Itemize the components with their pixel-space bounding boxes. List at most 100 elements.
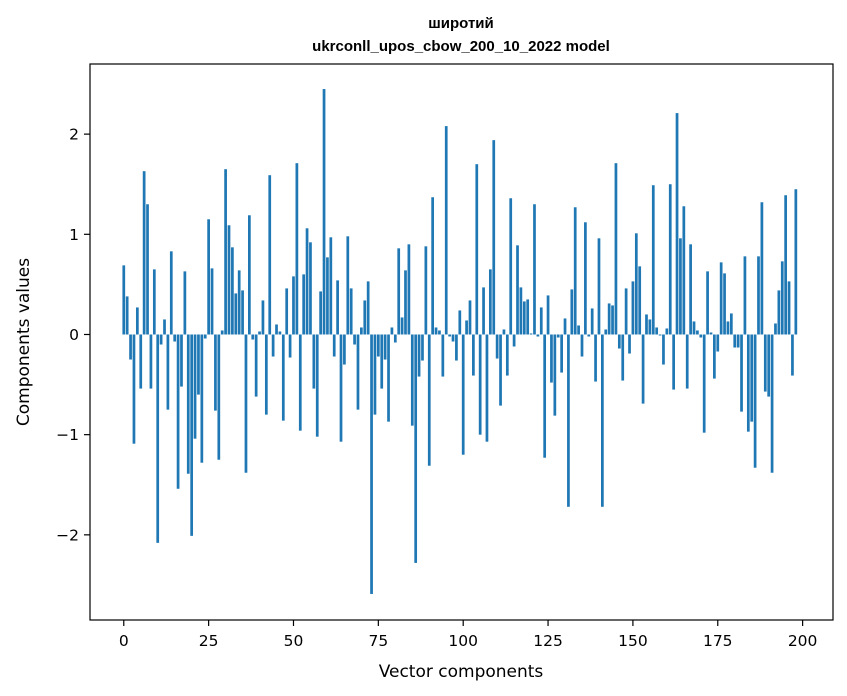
bar-component-70 bbox=[360, 327, 363, 335]
bar-component-50 bbox=[292, 276, 295, 335]
bar-component-121 bbox=[533, 204, 536, 335]
y-tick-label--1: −1 bbox=[56, 426, 79, 444]
bar-component-142 bbox=[604, 329, 608, 335]
bar-component-8 bbox=[149, 334, 153, 389]
bar-component-42 bbox=[264, 334, 268, 415]
bar-component-86 bbox=[414, 334, 418, 563]
bar-component-49 bbox=[288, 334, 292, 358]
bar-component-51 bbox=[295, 163, 299, 335]
bar-component-13 bbox=[166, 334, 170, 410]
bar-component-173 bbox=[709, 332, 713, 335]
bar-component-164 bbox=[679, 238, 682, 335]
bar-component-34 bbox=[237, 270, 241, 335]
bar-component-91 bbox=[431, 197, 435, 335]
bar-component-156 bbox=[651, 185, 655, 335]
bar-component-68 bbox=[353, 334, 356, 345]
bar-component-158 bbox=[658, 334, 662, 336]
bar-series bbox=[122, 89, 798, 594]
bar-component-197 bbox=[791, 334, 794, 376]
bar-component-48 bbox=[285, 288, 289, 335]
bar-component-102 bbox=[468, 300, 472, 335]
bar-component-148 bbox=[624, 288, 628, 335]
x-tick-label-75: 75 bbox=[368, 632, 388, 650]
bar-component-81 bbox=[397, 248, 401, 335]
bar-component-16 bbox=[176, 334, 180, 489]
bar-component-83 bbox=[404, 270, 407, 335]
x-tick-label-125: 125 bbox=[533, 632, 563, 650]
bar-component-0 bbox=[122, 265, 126, 335]
bar-component-160 bbox=[665, 328, 669, 335]
bar-component-75 bbox=[376, 334, 380, 357]
bar-component-118 bbox=[522, 301, 526, 335]
bar-component-6 bbox=[142, 171, 146, 335]
bar-component-93 bbox=[438, 330, 441, 335]
bar-component-104 bbox=[475, 164, 479, 335]
bar-component-137 bbox=[587, 334, 591, 337]
bar-component-190 bbox=[767, 334, 771, 397]
bar-component-159 bbox=[662, 334, 665, 365]
bar-component-19 bbox=[186, 334, 190, 474]
bar-component-76 bbox=[380, 334, 384, 389]
bar-component-169 bbox=[696, 330, 699, 335]
bar-component-45 bbox=[275, 324, 278, 335]
bar-component-57 bbox=[315, 334, 319, 437]
bar-component-162 bbox=[672, 334, 675, 390]
bar-component-165 bbox=[682, 206, 686, 335]
bar-component-179 bbox=[729, 313, 733, 335]
bar-component-140 bbox=[597, 238, 601, 335]
y-tick-label-1: 1 bbox=[69, 226, 79, 244]
bar-component-101 bbox=[465, 320, 468, 335]
bar-component-166 bbox=[685, 334, 689, 389]
bar-component-55 bbox=[309, 242, 312, 335]
bar-component-112 bbox=[502, 329, 506, 335]
bar-component-135 bbox=[580, 334, 584, 357]
bar-component-174 bbox=[713, 334, 716, 379]
bar-component-2 bbox=[129, 334, 132, 360]
bar-component-172 bbox=[706, 271, 709, 335]
bar-component-189 bbox=[763, 334, 767, 392]
bar-component-145 bbox=[614, 163, 618, 335]
bar-component-188 bbox=[760, 202, 764, 335]
chart-title-line-2: ukrconll_upos_cbow_200_10_2022 model bbox=[312, 38, 610, 55]
bar-component-67 bbox=[349, 288, 353, 335]
bar-component-74 bbox=[373, 334, 377, 415]
bar-component-153 bbox=[641, 334, 645, 404]
bar-component-136 bbox=[584, 222, 587, 335]
bar-component-32 bbox=[231, 247, 234, 335]
bar-component-79 bbox=[390, 327, 394, 335]
bar-component-85 bbox=[410, 334, 414, 426]
bar-component-131 bbox=[567, 334, 570, 507]
bar-component-147 bbox=[621, 334, 625, 381]
bar-component-82 bbox=[400, 317, 404, 335]
bar-component-149 bbox=[628, 334, 631, 354]
bar-component-182 bbox=[740, 334, 743, 412]
bar-component-108 bbox=[488, 269, 492, 335]
bar-component-168 bbox=[692, 321, 696, 335]
x-tick-label-150: 150 bbox=[618, 632, 648, 650]
bar-component-141 bbox=[601, 334, 604, 507]
bar-component-196 bbox=[787, 281, 791, 335]
bar-component-194 bbox=[780, 261, 784, 335]
bar-component-186 bbox=[753, 334, 757, 468]
bar-component-44 bbox=[271, 334, 275, 357]
bar-component-175 bbox=[716, 334, 720, 352]
bar-component-187 bbox=[757, 256, 760, 335]
bar-component-15 bbox=[173, 334, 177, 342]
bar-component-18 bbox=[183, 271, 187, 335]
bar-component-134 bbox=[577, 325, 580, 335]
bar-component-23 bbox=[200, 334, 204, 463]
chart-title-line-1: широтий bbox=[428, 15, 493, 32]
bar-component-170 bbox=[699, 334, 703, 338]
bar-component-163 bbox=[675, 113, 679, 335]
bar-component-126 bbox=[550, 334, 553, 383]
bar-component-5 bbox=[139, 334, 143, 389]
bar-component-72 bbox=[366, 281, 370, 335]
bar-component-116 bbox=[516, 245, 519, 335]
y-axis-label: Components values bbox=[14, 258, 34, 426]
bar-component-84 bbox=[407, 244, 411, 335]
bar-component-65 bbox=[343, 334, 346, 365]
bar-component-40 bbox=[258, 331, 261, 335]
bar-component-88 bbox=[421, 334, 424, 361]
bar-component-183 bbox=[743, 256, 747, 335]
bar-component-119 bbox=[526, 299, 530, 335]
